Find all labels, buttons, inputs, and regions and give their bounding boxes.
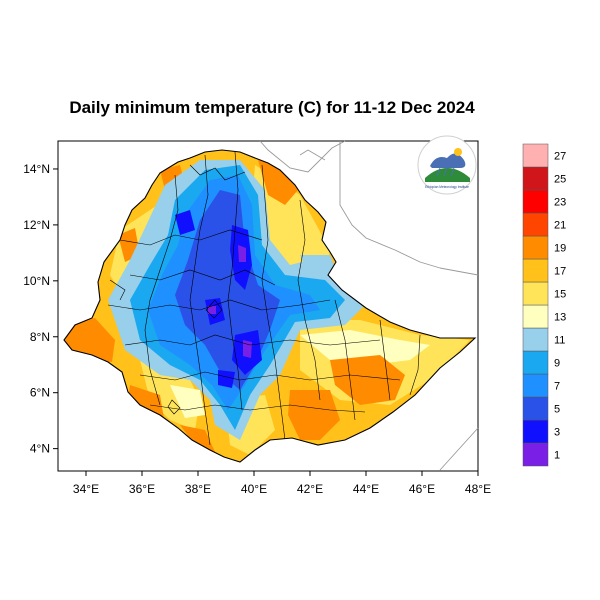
colorbar-label: 13 xyxy=(554,312,566,324)
colorbar-swatch xyxy=(522,189,549,214)
colorbar-label: 15 xyxy=(554,289,566,301)
colorbar-swatch xyxy=(522,281,549,306)
y-tick-label: 8°N xyxy=(30,330,50,344)
colorbar-label: 21 xyxy=(554,220,566,232)
colorbar-swatch xyxy=(522,419,549,444)
logo-caption: Ethiopian Meteorology Institute xyxy=(425,185,469,189)
colorbar-swatch xyxy=(522,442,549,467)
colorbar-label: 19 xyxy=(554,243,566,255)
x-tick-label: 42°E xyxy=(297,482,323,496)
colorbar-label: 25 xyxy=(554,174,566,186)
colorbar-swatch xyxy=(522,212,549,237)
institute-logo: Ethiopian Meteorology Institute xyxy=(417,135,477,195)
neighbor-borders xyxy=(259,140,479,471)
x-tick-label: 34°E xyxy=(73,482,99,496)
x-tick-label: 36°E xyxy=(129,482,155,496)
colorbar-swatch xyxy=(522,350,549,375)
y-tick-label: 10°N xyxy=(23,274,50,288)
x-tick-label: 46°E xyxy=(409,482,435,496)
region-boundaries xyxy=(107,151,421,446)
colorbar-label: 17 xyxy=(554,266,566,278)
colorbar-swatch xyxy=(522,235,549,260)
colorbar-label: 11 xyxy=(554,335,565,347)
x-axis: 34°E 36°E 38°E 40°E 42°E 44°E 46°E 48°E xyxy=(73,471,491,496)
colorbar-swatch xyxy=(522,258,549,283)
colorbar-label: 27 xyxy=(554,151,566,163)
y-tick-label: 14°N xyxy=(23,162,50,176)
colorbar-swatch xyxy=(522,327,549,352)
x-tick-label: 40°E xyxy=(241,482,267,496)
colorbar-swatch xyxy=(522,396,549,421)
x-tick-label: 48°E xyxy=(465,482,491,496)
x-tick-label: 38°E xyxy=(185,482,211,496)
colorbar-label: 7 xyxy=(554,381,560,393)
y-tick-label: 4°N xyxy=(30,442,50,456)
colorbar-label: 23 xyxy=(554,197,566,209)
colorbar-label: 9 xyxy=(554,358,560,370)
map-title: Daily minimum temperature (C) for 11-12 … xyxy=(69,98,475,117)
x-tick-label: 44°E xyxy=(353,482,379,496)
colorbar-swatch xyxy=(522,304,549,329)
colorbar-label: 3 xyxy=(554,427,560,439)
colorbar-label: 5 xyxy=(554,404,560,416)
y-tick-label: 12°N xyxy=(23,218,50,232)
colorbar-swatch xyxy=(522,373,549,398)
colorbar-swatch xyxy=(522,166,549,191)
y-tick-label: 6°N xyxy=(30,386,50,400)
colorbar-swatch xyxy=(522,143,549,168)
colorbar-label: 1 xyxy=(554,450,560,462)
y-axis: 14°N 12°N 10°N 8°N 6°N 4°N xyxy=(23,162,58,456)
